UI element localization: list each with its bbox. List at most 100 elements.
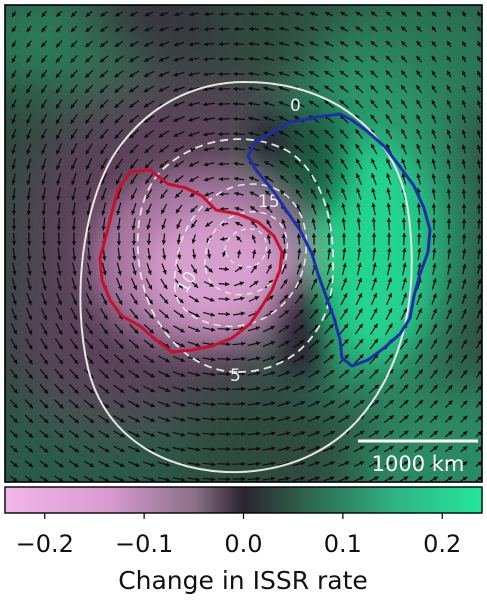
wind-arrow-head — [294, 145, 299, 150]
wind-arrow-head — [278, 116, 284, 121]
wind-arrow-head — [285, 446, 291, 451]
wind-arrow-head — [56, 104, 60, 109]
wind-arrow-head — [146, 225, 151, 230]
wind-arrow-head — [100, 58, 105, 63]
wind-arrow-head — [281, 219, 286, 224]
wind-arrow-head — [300, 386, 305, 390]
wind-arrow-head — [238, 266, 243, 271]
wind-arrow-head — [193, 283, 199, 288]
wind-arrow-head — [13, 448, 18, 453]
wind-arrow-head — [164, 314, 169, 319]
wind-arrow-head — [270, 356, 276, 361]
wind-arrow-head — [180, 343, 185, 348]
wind-arrow-head — [248, 56, 253, 61]
wind-arrow-head — [161, 209, 166, 214]
wind-arrow-head — [226, 386, 231, 392]
contour-label-5: 5 — [230, 366, 241, 386]
wind-arrow-head — [11, 210, 17, 215]
wind-arrow-head — [211, 387, 216, 392]
wind-arrow-head — [374, 476, 379, 481]
wind-arrow-head — [297, 263, 302, 269]
wind-arrow-head — [218, 71, 223, 77]
wind-arrow-head — [371, 188, 376, 193]
wind-arrow-head — [218, 56, 223, 62]
wind-arrow-head — [248, 131, 253, 136]
wind-arrow-head — [433, 476, 438, 481]
wind-arrow-head — [72, 256, 77, 261]
wind-arrow-head — [226, 431, 231, 437]
wind-arrow-head — [263, 131, 269, 136]
wind-arrow-head — [211, 357, 216, 362]
wind-arrow-head — [104, 463, 110, 467]
wind-arrow-head — [447, 70, 451, 76]
wind-arrow-head — [416, 173, 421, 178]
wind-arrow-head — [418, 323, 422, 329]
wind-arrow-head — [462, 385, 468, 390]
wind-arrow-head — [357, 262, 362, 268]
wind-arrow-head — [342, 247, 347, 252]
wind-arrow-head — [88, 344, 93, 350]
wind-arrow-head — [115, 164, 120, 170]
wind-arrow-head — [129, 118, 134, 123]
wind-arrow-head — [446, 203, 452, 208]
wind-arrow-head — [41, 42, 46, 48]
wind-arrow-head — [355, 70, 360, 75]
wind-arrow-head — [72, 285, 77, 291]
wind-arrow-head — [355, 144, 360, 149]
plot-frame — [4, 4, 483, 483]
wind-arrow-head — [462, 278, 467, 284]
wind-arrow-head — [203, 42, 208, 47]
wind-arrow-head — [371, 173, 376, 178]
wind-arrow-head — [462, 11, 467, 17]
wind-arrow-head — [71, 165, 76, 170]
wind-arrow-head — [117, 256, 122, 261]
wind-arrow-head — [311, 218, 316, 223]
wind-arrow-head — [85, 119, 90, 124]
wind-arrow-head — [26, 180, 31, 185]
wind-arrow-head — [56, 165, 61, 170]
wind-arrow-head — [241, 386, 246, 391]
wind-arrow-head — [188, 57, 193, 62]
wind-arrow-head — [85, 27, 91, 32]
wind-arrow-head — [226, 356, 231, 362]
wind-arrow-head — [416, 41, 421, 46]
wind-arrow-head — [87, 271, 92, 276]
wind-arrow-head — [73, 344, 78, 350]
wind-arrow-head — [88, 315, 93, 320]
wind-arrow-head — [462, 263, 467, 269]
wind-arrow-head — [211, 402, 216, 407]
wind-arrow-head — [255, 326, 260, 331]
wind-arrow-head — [356, 203, 361, 208]
wind-arrow-head — [477, 400, 482, 406]
wind-arrow-head — [225, 281, 230, 287]
wind-arrow-head — [241, 446, 246, 452]
wind-arrow-head — [233, 41, 238, 47]
wind-arrow-head — [371, 202, 376, 208]
wind-arrow-head — [329, 370, 335, 375]
wind-arrow-head — [462, 324, 467, 329]
wind-arrow-head — [158, 57, 164, 62]
wind-arrow-head — [386, 217, 392, 222]
wind-arrow-head — [432, 293, 437, 298]
wind-arrow-head — [355, 100, 360, 105]
wind-arrow-head — [343, 323, 349, 329]
wind-arrow-head — [418, 354, 423, 359]
wind-arrow-head — [57, 285, 62, 291]
wind-arrow-head — [461, 129, 466, 135]
wind-arrow-head — [135, 403, 140, 408]
wind-arrow-head — [299, 340, 305, 345]
wind-arrow-head — [59, 404, 64, 409]
wind-arrow-head — [203, 102, 208, 107]
wind-arrow-head — [283, 279, 288, 284]
wind-arrow-head — [115, 12, 120, 17]
wind-arrow-head — [431, 203, 437, 208]
wind-arrow-head — [462, 400, 468, 405]
wind-arrow-head — [447, 339, 452, 344]
wind-arrow-head — [278, 56, 284, 61]
wind-arrow-head — [114, 57, 120, 63]
wind-arrow-head — [71, 226, 76, 231]
wind-arrow-head — [11, 241, 17, 246]
wind-arrow-head — [148, 285, 152, 290]
wind-arrow-head — [431, 158, 436, 164]
wind-arrow-head — [248, 86, 253, 91]
